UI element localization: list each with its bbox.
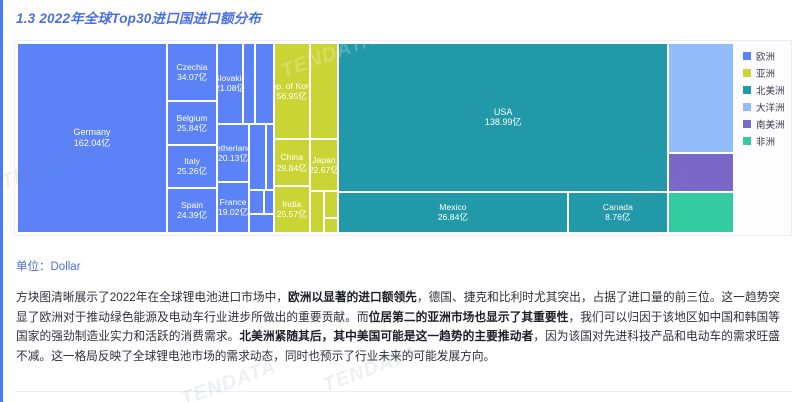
legend-swatch-icon: [743, 136, 751, 145]
treemap-cell-value: 20.13亿: [217, 152, 249, 163]
treemap-cell-as-un-1[interactable]: [309, 43, 339, 139]
treemap-cell-eu-un-2[interactable]: [255, 43, 275, 124]
treemap-cell-name: India: [282, 199, 302, 210]
treemap-cell-value: 8.76亿: [605, 212, 631, 223]
treemap: Germany 162.04亿 Czechia 34.07亿 Belgium 25.84亿…: [17, 43, 734, 233]
treemap-cell-italy[interactable]: Italy 25.26亿: [167, 145, 218, 188]
treemap-cell-value: 29.84亿: [276, 162, 307, 173]
treemap-cell-value: 34.07亿: [176, 72, 208, 82]
treemap-cell-name: Czechia: [176, 61, 208, 72]
treemap-cell-africa[interactable]: [668, 191, 734, 233]
legend-item-1[interactable]: 亚洲: [743, 64, 789, 81]
treemap-cell-eu-un-4[interactable]: [265, 123, 275, 190]
legend-swatch-icon: [743, 102, 751, 111]
treemap-cell-eu-un-7[interactable]: [248, 214, 275, 233]
legend-label: 大洋洲: [756, 102, 785, 114]
treemap-cell-value: 138.99亿: [484, 117, 522, 128]
treemap-cell-eu-un-5[interactable]: [248, 190, 264, 214]
treemap-cell-japan[interactable]: Japan 22.67亿: [309, 139, 339, 191]
treemap-cell-name: Rep. of Korea: [275, 80, 309, 91]
treemap-cell-name: USA: [493, 106, 513, 117]
treemap-cell-name: Belgium: [176, 112, 208, 123]
treemap-cell-value: 25.84亿: [176, 123, 208, 133]
paragraph-segment-5: 北美洲紧随其后，其中美国可能是这一趋势的主要推动者: [239, 330, 534, 343]
paragraph-segment-0: 方块图清晰展示了2022年在全球锂电池进口市场中，: [16, 291, 289, 304]
treemap-cell-name: Japan: [312, 154, 336, 165]
treemap-chart-card: Germany 162.04亿 Czechia 34.07亿 Belgium 25.84亿…: [14, 40, 792, 236]
legend-label: 非洲: [756, 136, 776, 148]
treemap-cell-name: Germany: [73, 127, 111, 138]
legend-label: 南美洲: [756, 119, 785, 131]
treemap-cell-mexico[interactable]: Mexico 26.84亿: [338, 191, 568, 233]
treemap-cell-value: 56.95亿: [276, 91, 307, 101]
treemap-cell-southam[interactable]: [668, 152, 734, 192]
treemap-cell-canada[interactable]: Canada 8.76亿: [567, 191, 669, 233]
legend-item-0[interactable]: 欧洲: [743, 47, 789, 64]
treemap-cell-korea[interactable]: Rep. of Korea56.95亿: [274, 43, 310, 139]
legend-swatch-icon: [743, 119, 751, 128]
treemap-cell-name: Netherlands: [218, 142, 248, 153]
paragraph-segment-2: ，德国、捷克和比利时尤其突出，占据了进口量的前三位。这一趋势突显了欧洲对于推动绿…: [16, 291, 780, 324]
treemap-cell-india[interactable]: India 25.57亿: [274, 186, 310, 233]
treemap-cell-name: Slovakia: [218, 73, 242, 84]
treemap-cell-slovakia[interactable]: Slovakia21.08亿: [217, 43, 244, 124]
treemap-cell-value: 25.57亿: [276, 209, 307, 220]
treemap-cell-name: Mexico: [439, 202, 467, 213]
legend-item-4[interactable]: 南美洲: [743, 115, 789, 132]
legend-label: 欧洲: [756, 51, 776, 63]
treemap-cell-usa[interactable]: USA 138.99亿: [338, 43, 669, 192]
treemap-cell-name: Canada: [602, 202, 633, 213]
treemap-cell-spain[interactable]: Spain 24.39亿: [167, 188, 218, 233]
chart-legend: 欧洲亚洲北美洲大洋洲南美洲非洲: [743, 47, 789, 149]
treemap-cell-oceania[interactable]: [668, 43, 734, 153]
treemap-cell-as-un-4[interactable]: [323, 218, 339, 233]
legend-label: 北美洲: [756, 85, 785, 97]
treemap-cell-as-un-3[interactable]: [323, 191, 339, 218]
treemap-cell-value: 21.08亿: [218, 83, 242, 94]
treemap-cell-name: Spain: [181, 200, 204, 211]
treemap-cell-value: 25.26亿: [176, 166, 208, 177]
treemap-cell-france[interactable]: France 19.02亿: [217, 182, 249, 233]
paragraph-segment-1: 欧洲以显著的进口额领先: [288, 291, 417, 304]
treemap-cell-germany[interactable]: Germany 162.04亿: [17, 43, 168, 233]
treemap-cell-value: 24.39亿: [176, 210, 208, 221]
legend-swatch-icon: [743, 85, 751, 94]
treemap-cell-name: China: [280, 152, 303, 163]
treemap-cell-value: 19.02亿: [217, 207, 249, 218]
treemap-cell-value: 162.04亿: [73, 138, 111, 148]
legend-item-2[interactable]: 北美洲: [743, 81, 789, 98]
treemap-cell-belgium[interactable]: Belgium 25.84亿: [167, 101, 218, 145]
legend-item-5[interactable]: 非洲: [743, 132, 789, 149]
treemap-cell-eu-un-3[interactable]: [248, 123, 266, 190]
treemap-cell-value: 22.67亿: [309, 165, 339, 175]
legend-swatch-icon: [743, 68, 751, 77]
treemap-cell-netherlands[interactable]: Netherlands20.13亿: [217, 123, 249, 182]
treemap-cell-eu-un-1[interactable]: [243, 43, 256, 124]
legend-swatch-icon: [743, 51, 751, 60]
unit-label: 单位：Dollar: [16, 261, 81, 273]
treemap-cell-czechia[interactable]: Czechia 34.07亿: [167, 43, 218, 101]
legend-item-3[interactable]: 大洋洲: [743, 98, 789, 115]
analysis-card: [14, 284, 792, 392]
treemap-cell-name: France: [219, 197, 247, 208]
paragraph-segment-3: 位居第二的亚洲市场也显示了其重要性: [368, 310, 569, 324]
paragraph-segment-6: ，因为该国对先进科技产品和电动车的需求旺盛不减。这一格局反映了全球锂电池市场的需…: [16, 330, 780, 363]
analysis-paragraph: 方块图清晰展示了2022年在全球锂电池进口市场中，欧洲以显著的进口额领先，德国、…: [16, 288, 780, 366]
treemap-cell-china[interactable]: China 29.84亿: [274, 139, 310, 186]
treemap-cell-value: 26.84亿: [437, 212, 468, 223]
page-title: 1.3 2022年全球Top30进口国进口额分布: [16, 11, 262, 26]
treemap-cell-as-un-2[interactable]: [309, 191, 324, 233]
paragraph-segment-4: ，我们可以归因于该地区如中国和韩国等国家的强劲制造业实力和活跃的消费需求。: [16, 310, 780, 344]
treemap-cell-name: Italy: [184, 156, 200, 167]
legend-label: 亚洲: [756, 68, 776, 80]
treemap-cell-eu-un-6[interactable]: [263, 190, 275, 214]
